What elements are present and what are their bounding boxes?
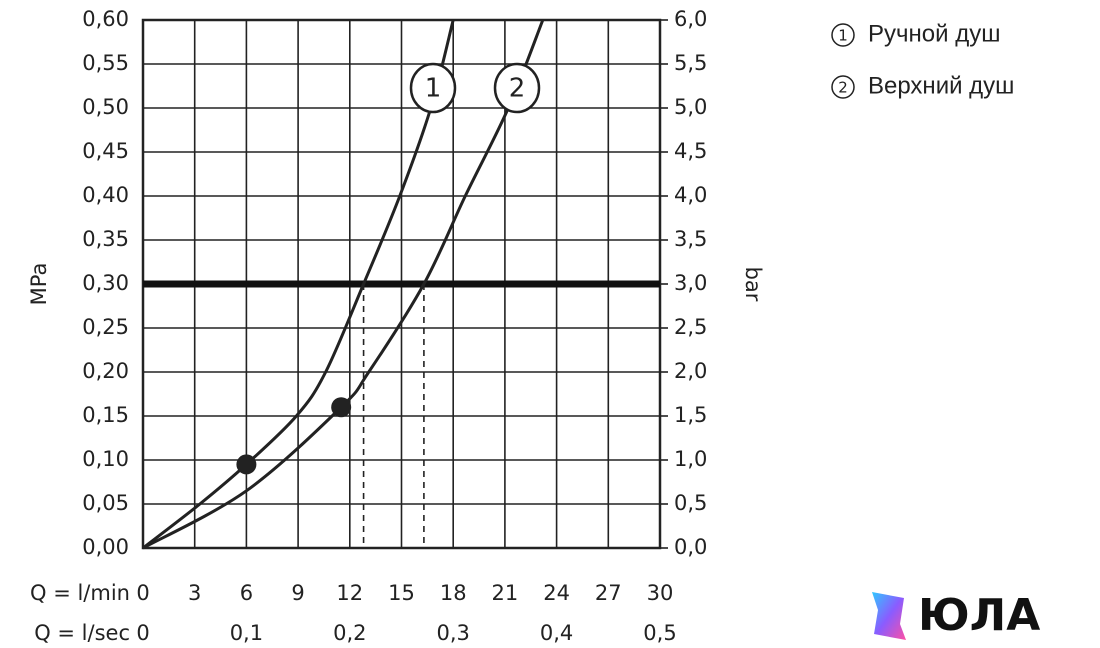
legend-circle [831,23,855,47]
x2-tick-label: 0,2 [333,621,366,645]
y-tick-label: 0,35 [82,227,129,251]
curve-label-circle [493,62,541,114]
x2-tick-label: 0 [136,621,149,645]
y-tick-label: 0,10 [82,447,129,471]
x2-tick-label: 0,3 [436,621,469,645]
legend-number: 1 [838,27,848,45]
y2-tick-label: 3,0 [674,271,707,295]
y-tick-label: 0,30 [82,271,129,295]
x-tick-label: 15 [388,581,415,605]
y2-tick-label: 2,0 [674,359,707,383]
y-tick-label: 0,20 [82,359,129,383]
x-axis-label: Q = l/min [30,581,130,605]
x-tick-label: 30 [647,581,674,605]
curve-label: 1 [425,74,442,104]
x-tick-label: 9 [291,581,304,605]
curve [142,19,545,550]
x2-tick-label: 0,1 [230,621,263,645]
x2-tick-label: 0,4 [540,621,573,645]
y-axis-label: MPa [27,263,51,306]
y-tick-label: 0,00 [82,535,129,559]
y2-tick-label: 1,0 [674,447,707,471]
curve-label-circle [409,62,457,114]
legend-circle [831,75,855,99]
x-tick-label: 0 [136,581,149,605]
y-tick-label: 0,50 [82,95,129,119]
y2-tick-label: 6,0 [674,7,707,31]
y2-tick-label: 5,5 [674,51,707,75]
legend-number: 2 [838,79,848,97]
y-tick-label: 0,60 [82,7,129,31]
y-tick-label: 0,40 [82,183,129,207]
marker [331,397,352,418]
y-tick-label: 0,55 [82,51,129,75]
legend-label: Ручной душ [868,20,1000,47]
y2-tick-label: 3,5 [674,227,707,251]
legend-label: Верхний душ [868,72,1014,99]
x-tick-label: 12 [336,581,363,605]
y2-tick-label: 1,5 [674,403,707,427]
x-tick-label: 24 [543,581,570,605]
x-tick-label: 3 [188,581,201,605]
y-tick-label: 0,45 [82,139,129,163]
y2-tick-label: 2,5 [674,315,707,339]
y2-tick-label: 0,5 [674,491,707,515]
y-tick-label: 0,15 [82,403,129,427]
x2-tick-label: 0,5 [643,621,676,645]
y2-tick-label: 4,0 [674,183,707,207]
curve-label: 2 [509,74,526,104]
y2-tick-label: 4,5 [674,139,707,163]
y-tick-label: 0,05 [82,491,129,515]
x-tick-label: 18 [440,581,467,605]
x-tick-label: 27 [595,581,622,605]
watermark: ЮЛА [918,590,1040,641]
marker [236,454,257,475]
logo-icon [872,592,906,640]
x2-axis-label: Q = l/sec [34,621,130,645]
y-tick-label: 0,25 [82,315,129,339]
y2-tick-label: 0,0 [674,535,707,559]
x-tick-label: 6 [240,581,253,605]
y2-tick-label: 5,0 [674,95,707,119]
x-tick-label: 21 [492,581,519,605]
curve [142,19,455,550]
y2-axis-label: bar [741,267,765,302]
